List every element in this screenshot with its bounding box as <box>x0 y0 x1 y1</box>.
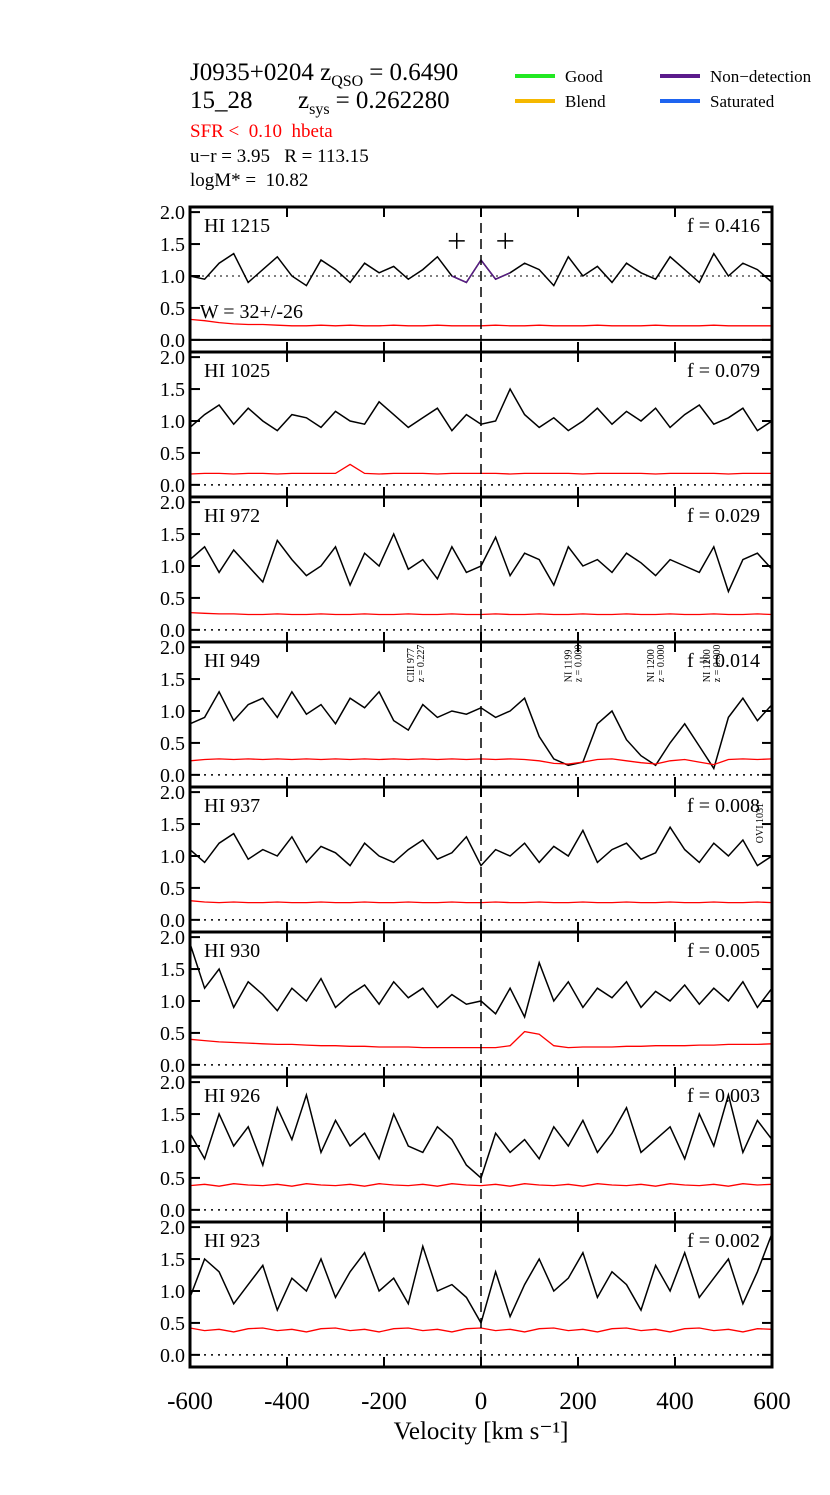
y-tick-label: 2.0 <box>160 1217 185 1239</box>
z-value: = 0.262280 <box>336 87 450 114</box>
y-tick-label: 1.5 <box>160 669 185 691</box>
line-label: HI 923 <box>204 1230 260 1252</box>
y-tick-label: 0.0 <box>160 910 185 932</box>
y-tick-label: 0.5 <box>160 443 185 465</box>
y-tick-label: 1.5 <box>160 234 185 256</box>
y-tick-label: 1.0 <box>160 1136 185 1158</box>
spectrum-flux <box>189 825 773 867</box>
y-tick-label: 0.5 <box>160 298 185 320</box>
x-tick-label: 200 <box>559 1388 597 1415</box>
f-label: f = 0.416 <box>687 215 760 237</box>
y-tick-label: 0.5 <box>160 878 185 900</box>
line-id-annotation: z = 0.000 <box>712 645 723 683</box>
z-symbol: z <box>298 87 309 114</box>
x-tick-label: -600 <box>167 1388 213 1415</box>
window-marker <box>497 232 514 249</box>
sfr-line: SFR < 0.10 hbeta <box>190 121 333 142</box>
f-label: f = 0.008 <box>687 795 760 817</box>
y-tick-label: 1.0 <box>160 991 185 1013</box>
x-tick-label: 400 <box>656 1388 694 1415</box>
f-label: f = 0.014 <box>687 650 760 672</box>
y-tick-label: 2.0 <box>160 492 185 514</box>
line-label: HI 926 <box>204 1085 260 1107</box>
x-tick-label: -400 <box>264 1388 310 1415</box>
y-tick-label: 0.0 <box>160 1345 185 1367</box>
y-tick-label: 1.5 <box>160 524 185 546</box>
line-label: HI 1025 <box>204 360 270 382</box>
y-tick-label: 1.0 <box>160 1281 185 1303</box>
f-label: f = 0.005 <box>687 940 760 962</box>
y-tick-label: 0.0 <box>160 1055 185 1077</box>
x-axis-label: Velocity [km s⁻¹] <box>394 1418 569 1445</box>
legend-label: Good <box>565 67 603 86</box>
line-label: HI 1215 <box>204 215 270 237</box>
title-line-2: 15_28 zsys = 0.262280 <box>190 87 450 118</box>
f-label: f = 0.029 <box>687 505 760 527</box>
line-id-annotation: NI 1199 <box>564 650 575 683</box>
y-tick-label: 0.0 <box>160 765 185 787</box>
y-tick-label: 0.5 <box>160 1313 185 1335</box>
legend-label: Saturated <box>710 92 775 111</box>
y-tick-label: 1.0 <box>160 556 185 578</box>
f-label: f = 0.079 <box>687 360 760 382</box>
y-tick-label: 1.5 <box>160 379 185 401</box>
legend-label: Blend <box>565 92 606 111</box>
line-id-annotation: z = 0.000 <box>656 645 667 683</box>
line-label: HI 949 <box>204 650 260 672</box>
y-tick-label: 2.0 <box>160 782 185 804</box>
x-tick-label: 600 <box>753 1388 791 1415</box>
line-label: HI 972 <box>204 505 260 527</box>
line-label: HI 930 <box>204 940 260 962</box>
line-id-annotation: z = 0.227 <box>416 645 427 683</box>
line-id-annotation: OVI 1031 <box>755 803 766 843</box>
f-label: f = 0.003 <box>687 1085 760 1107</box>
legend: Good Blend Non−detection Saturated <box>515 67 812 111</box>
y-tick-label: 0.5 <box>160 1168 185 1190</box>
y-tick-label: 2.0 <box>160 927 185 949</box>
target-name: J0935+0204 <box>190 59 314 86</box>
z-subscript: sys <box>309 101 329 118</box>
y-tick-label: 0.5 <box>160 733 185 755</box>
window-marker <box>448 232 465 249</box>
line-id-annotation: CIII 977 <box>406 648 417 682</box>
y-tick-label: 0.5 <box>160 1023 185 1045</box>
f-label: f = 0.002 <box>687 1230 760 1252</box>
y-tick-label: 0.0 <box>160 1200 185 1222</box>
mass-line: logM* = 10.82 <box>190 170 308 191</box>
x-tick-label: 0 <box>475 1388 488 1415</box>
y-tick-label: 1.0 <box>160 701 185 723</box>
y-tick-label: 1.0 <box>160 846 185 868</box>
y-tick-label: 0.0 <box>160 330 185 352</box>
z-symbol: z <box>320 59 331 86</box>
legend-label: Non−detection <box>710 67 812 86</box>
y-tick-label: 0.0 <box>160 620 185 642</box>
line-label: HI 937 <box>204 795 260 817</box>
z-value: = 0.6490 <box>369 59 458 86</box>
sightline-id: 15_28 <box>190 87 253 114</box>
y-tick-label: 1.5 <box>160 959 185 981</box>
line-id-annotation: NI 1200 <box>646 649 657 682</box>
y-tick-label: 2.0 <box>160 202 185 224</box>
y-tick-label: 2.0 <box>160 347 185 369</box>
color-line: u−r = 3.95 R = 113.15 <box>190 146 369 167</box>
y-tick-label: 1.0 <box>160 266 185 288</box>
equivalent-width: W = 32+/-26 <box>200 301 303 323</box>
y-tick-label: 1.5 <box>160 1104 185 1126</box>
y-tick-label: 1.5 <box>160 814 185 836</box>
title-line-1: J0935+0204 zQSO = 0.6490 <box>190 59 458 90</box>
y-tick-label: 2.0 <box>160 637 185 659</box>
z-subscript: QSO <box>331 73 363 90</box>
y-tick-label: 1.0 <box>160 411 185 433</box>
y-tick-label: 0.5 <box>160 588 185 610</box>
y-tick-label: 2.0 <box>160 1072 185 1094</box>
y-tick-label: 0.0 <box>160 475 185 497</box>
spectrum-error <box>189 1327 773 1333</box>
line-id-annotation: NI 1200 <box>702 649 713 682</box>
line-id-annotation: z = 0.000 <box>574 645 585 683</box>
y-tick-label: 1.5 <box>160 1249 185 1271</box>
spectrum-error <box>189 1183 773 1187</box>
x-tick-label: -200 <box>361 1388 407 1415</box>
